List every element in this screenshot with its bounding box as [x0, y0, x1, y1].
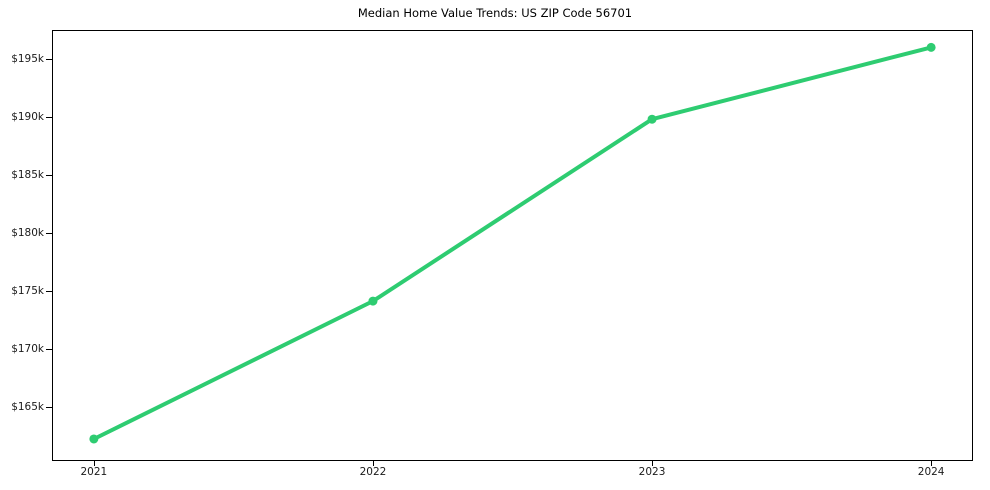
data-point-marker	[89, 434, 99, 444]
y-axis-tick-mark	[46, 59, 52, 60]
y-axis-tick-mark	[46, 407, 52, 408]
y-axis-tick-labels: $165k $170k $175k $180k $185k $190k $195k	[0, 0, 44, 490]
data-point-marker	[647, 114, 657, 124]
line-series-svg	[89, 42, 936, 444]
y-axis-tick-mark	[46, 117, 52, 118]
x-axis-tick-label: 2023	[638, 466, 666, 478]
x-axis-tick-mark	[94, 461, 95, 466]
x-axis-tick-label: 2024	[917, 466, 945, 478]
y-axis-tick-label: $185k	[11, 168, 44, 181]
x-axis-tick-label: 2022	[359, 466, 387, 478]
y-axis-tick-label: $170k	[11, 342, 44, 355]
data-point-marker	[926, 42, 936, 52]
x-axis-tick-label: 2021	[80, 466, 108, 478]
chart-title: Median Home Value Trends: US ZIP Code 56…	[357, 6, 633, 20]
y-axis-tick-mark	[46, 233, 52, 234]
plot-area	[52, 30, 973, 461]
x-axis-tick-mark	[652, 461, 653, 466]
y-axis-tick-label: $165k	[11, 400, 44, 413]
y-axis-tick-mark	[46, 349, 52, 350]
y-axis-tick-label: $175k	[11, 284, 44, 297]
x-axis-tick-mark	[373, 461, 374, 466]
y-axis-tick-mark	[46, 291, 52, 292]
y-axis-tick-mark	[46, 175, 52, 176]
line-series-markers	[89, 42, 936, 444]
data-point-marker	[368, 296, 378, 306]
line-series-path	[91, 45, 934, 441]
y-axis-tick-label: $180k	[11, 226, 44, 239]
y-axis-tick-label: $195k	[11, 52, 44, 65]
y-axis-tick-label: $190k	[11, 110, 44, 123]
x-axis-tick-mark	[931, 461, 932, 466]
